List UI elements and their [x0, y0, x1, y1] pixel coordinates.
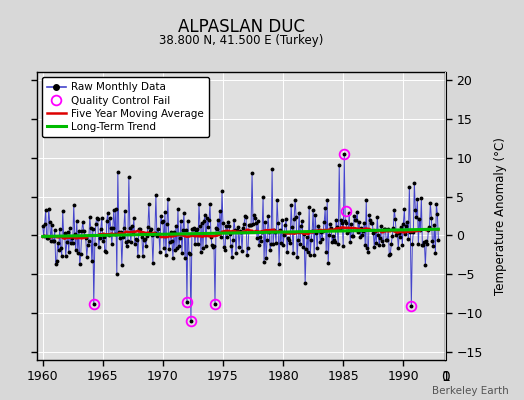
Text: Berkeley Earth: Berkeley Earth — [432, 386, 508, 396]
Legend: Raw Monthly Data, Quality Control Fail, Five Year Moving Average, Long-Term Tren: Raw Monthly Data, Quality Control Fail, … — [42, 77, 209, 137]
Y-axis label: Temperature Anomaly (°C): Temperature Anomaly (°C) — [494, 137, 507, 295]
Text: ALPASLAN DUC: ALPASLAN DUC — [178, 18, 304, 36]
Text: 38.800 N, 41.500 E (Turkey): 38.800 N, 41.500 E (Turkey) — [159, 34, 323, 47]
